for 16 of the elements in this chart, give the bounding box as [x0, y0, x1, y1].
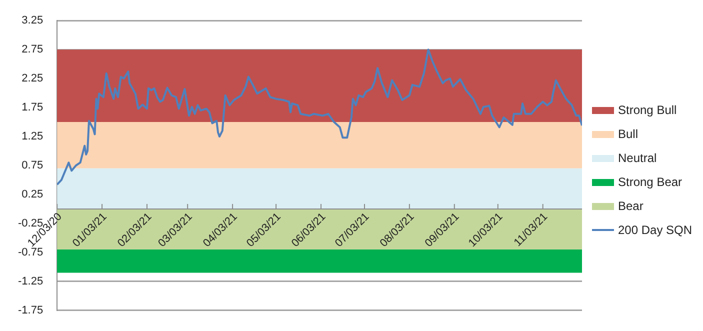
y-tick-label: -0.75: [18, 246, 44, 258]
band-label: Bull: [618, 127, 638, 141]
y-tick-label: 1.25: [22, 130, 44, 143]
y-tick-label: 2.75: [22, 44, 44, 56]
y-tick-label: 0.75: [22, 160, 44, 172]
y-tick-label: -1.75: [18, 304, 44, 316]
y-tick-label: 2.25: [22, 72, 44, 85]
y-tick-label: 1.75: [22, 102, 44, 114]
y-tick-label: 0.25: [22, 188, 44, 201]
band-label: Strong Bull: [618, 103, 677, 117]
y-tick-label: -1.25: [18, 275, 44, 288]
legend-label: Neutral: [618, 151, 657, 165]
legend-label: Strong Bear: [618, 175, 682, 189]
legend-label: 200 Day SQN: [618, 223, 692, 237]
y-tick-label: 3.25: [22, 14, 44, 27]
band-label: Bear: [618, 199, 644, 213]
